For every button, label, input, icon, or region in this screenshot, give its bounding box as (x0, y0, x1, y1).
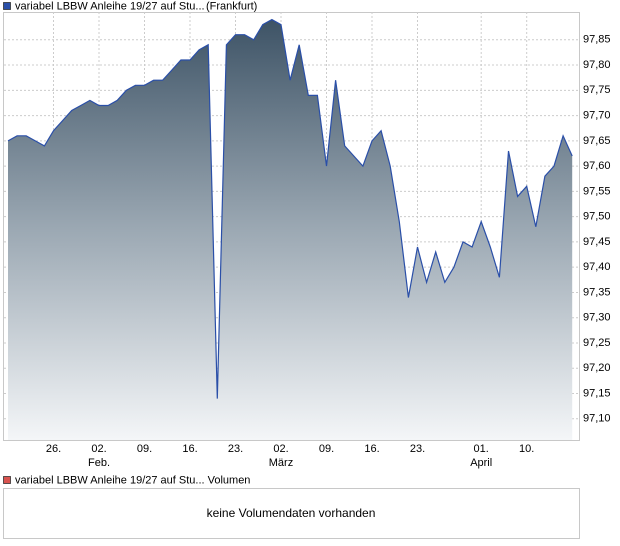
x-tick-label: 09. (137, 443, 152, 455)
y-tick-label: 97,60 (583, 160, 611, 172)
y-tick-label: 97,80 (583, 59, 611, 71)
area-fill (8, 19, 573, 440)
y-tick-label: 97,20 (583, 362, 611, 374)
x-tick-label: 09. (319, 443, 334, 455)
y-tick-label: 97,30 (583, 312, 611, 324)
y-tick-label: 97,85 (583, 34, 611, 46)
y-tick-label: 97,50 (583, 211, 611, 223)
y-tick-label: 97,10 (583, 413, 611, 425)
x-tick-label: 16. (182, 443, 197, 455)
x-tick-label: 23. (410, 443, 425, 455)
y-tick-label: 97,55 (583, 185, 611, 197)
y-tick-label: 97,75 (583, 84, 611, 96)
legend-exchange: (Frankfurt) (206, 0, 257, 12)
volume-message: keine Volumendaten vorhanden (207, 506, 376, 520)
volume-frame (3, 488, 580, 539)
y-tick-label: 97,65 (583, 135, 611, 147)
legend-swatch (3, 2, 11, 10)
y-tick-label: 97,15 (583, 387, 611, 399)
x-tick-label: 02. (91, 443, 106, 455)
x-month-label: März (269, 457, 293, 469)
volume-legend-label: variabel LBBW Anleihe 19/27 auf Stu... V… (15, 474, 250, 486)
x-month-label: April (470, 457, 492, 469)
x-tick-label: 10. (519, 443, 534, 455)
price-line (7, 18, 573, 399)
y-tick-label: 97,35 (583, 286, 611, 298)
volume-legend-swatch (3, 476, 11, 484)
y-tick-label: 97,40 (583, 261, 611, 273)
x-tick-label: 01. (474, 443, 489, 455)
y-tick-label: 97,70 (583, 109, 611, 121)
y-tick-label: 97,25 (583, 337, 611, 349)
x-tick-label: 23. (228, 443, 243, 455)
x-tick-label: 26. (46, 443, 61, 455)
x-month-label: Feb. (88, 457, 110, 469)
x-tick-label: 16. (364, 443, 379, 455)
x-tick-label: 02. (273, 443, 288, 455)
legend-label: variabel LBBW Anleihe 19/27 auf Stu... (15, 0, 205, 12)
y-tick-label: 97,45 (583, 236, 611, 248)
